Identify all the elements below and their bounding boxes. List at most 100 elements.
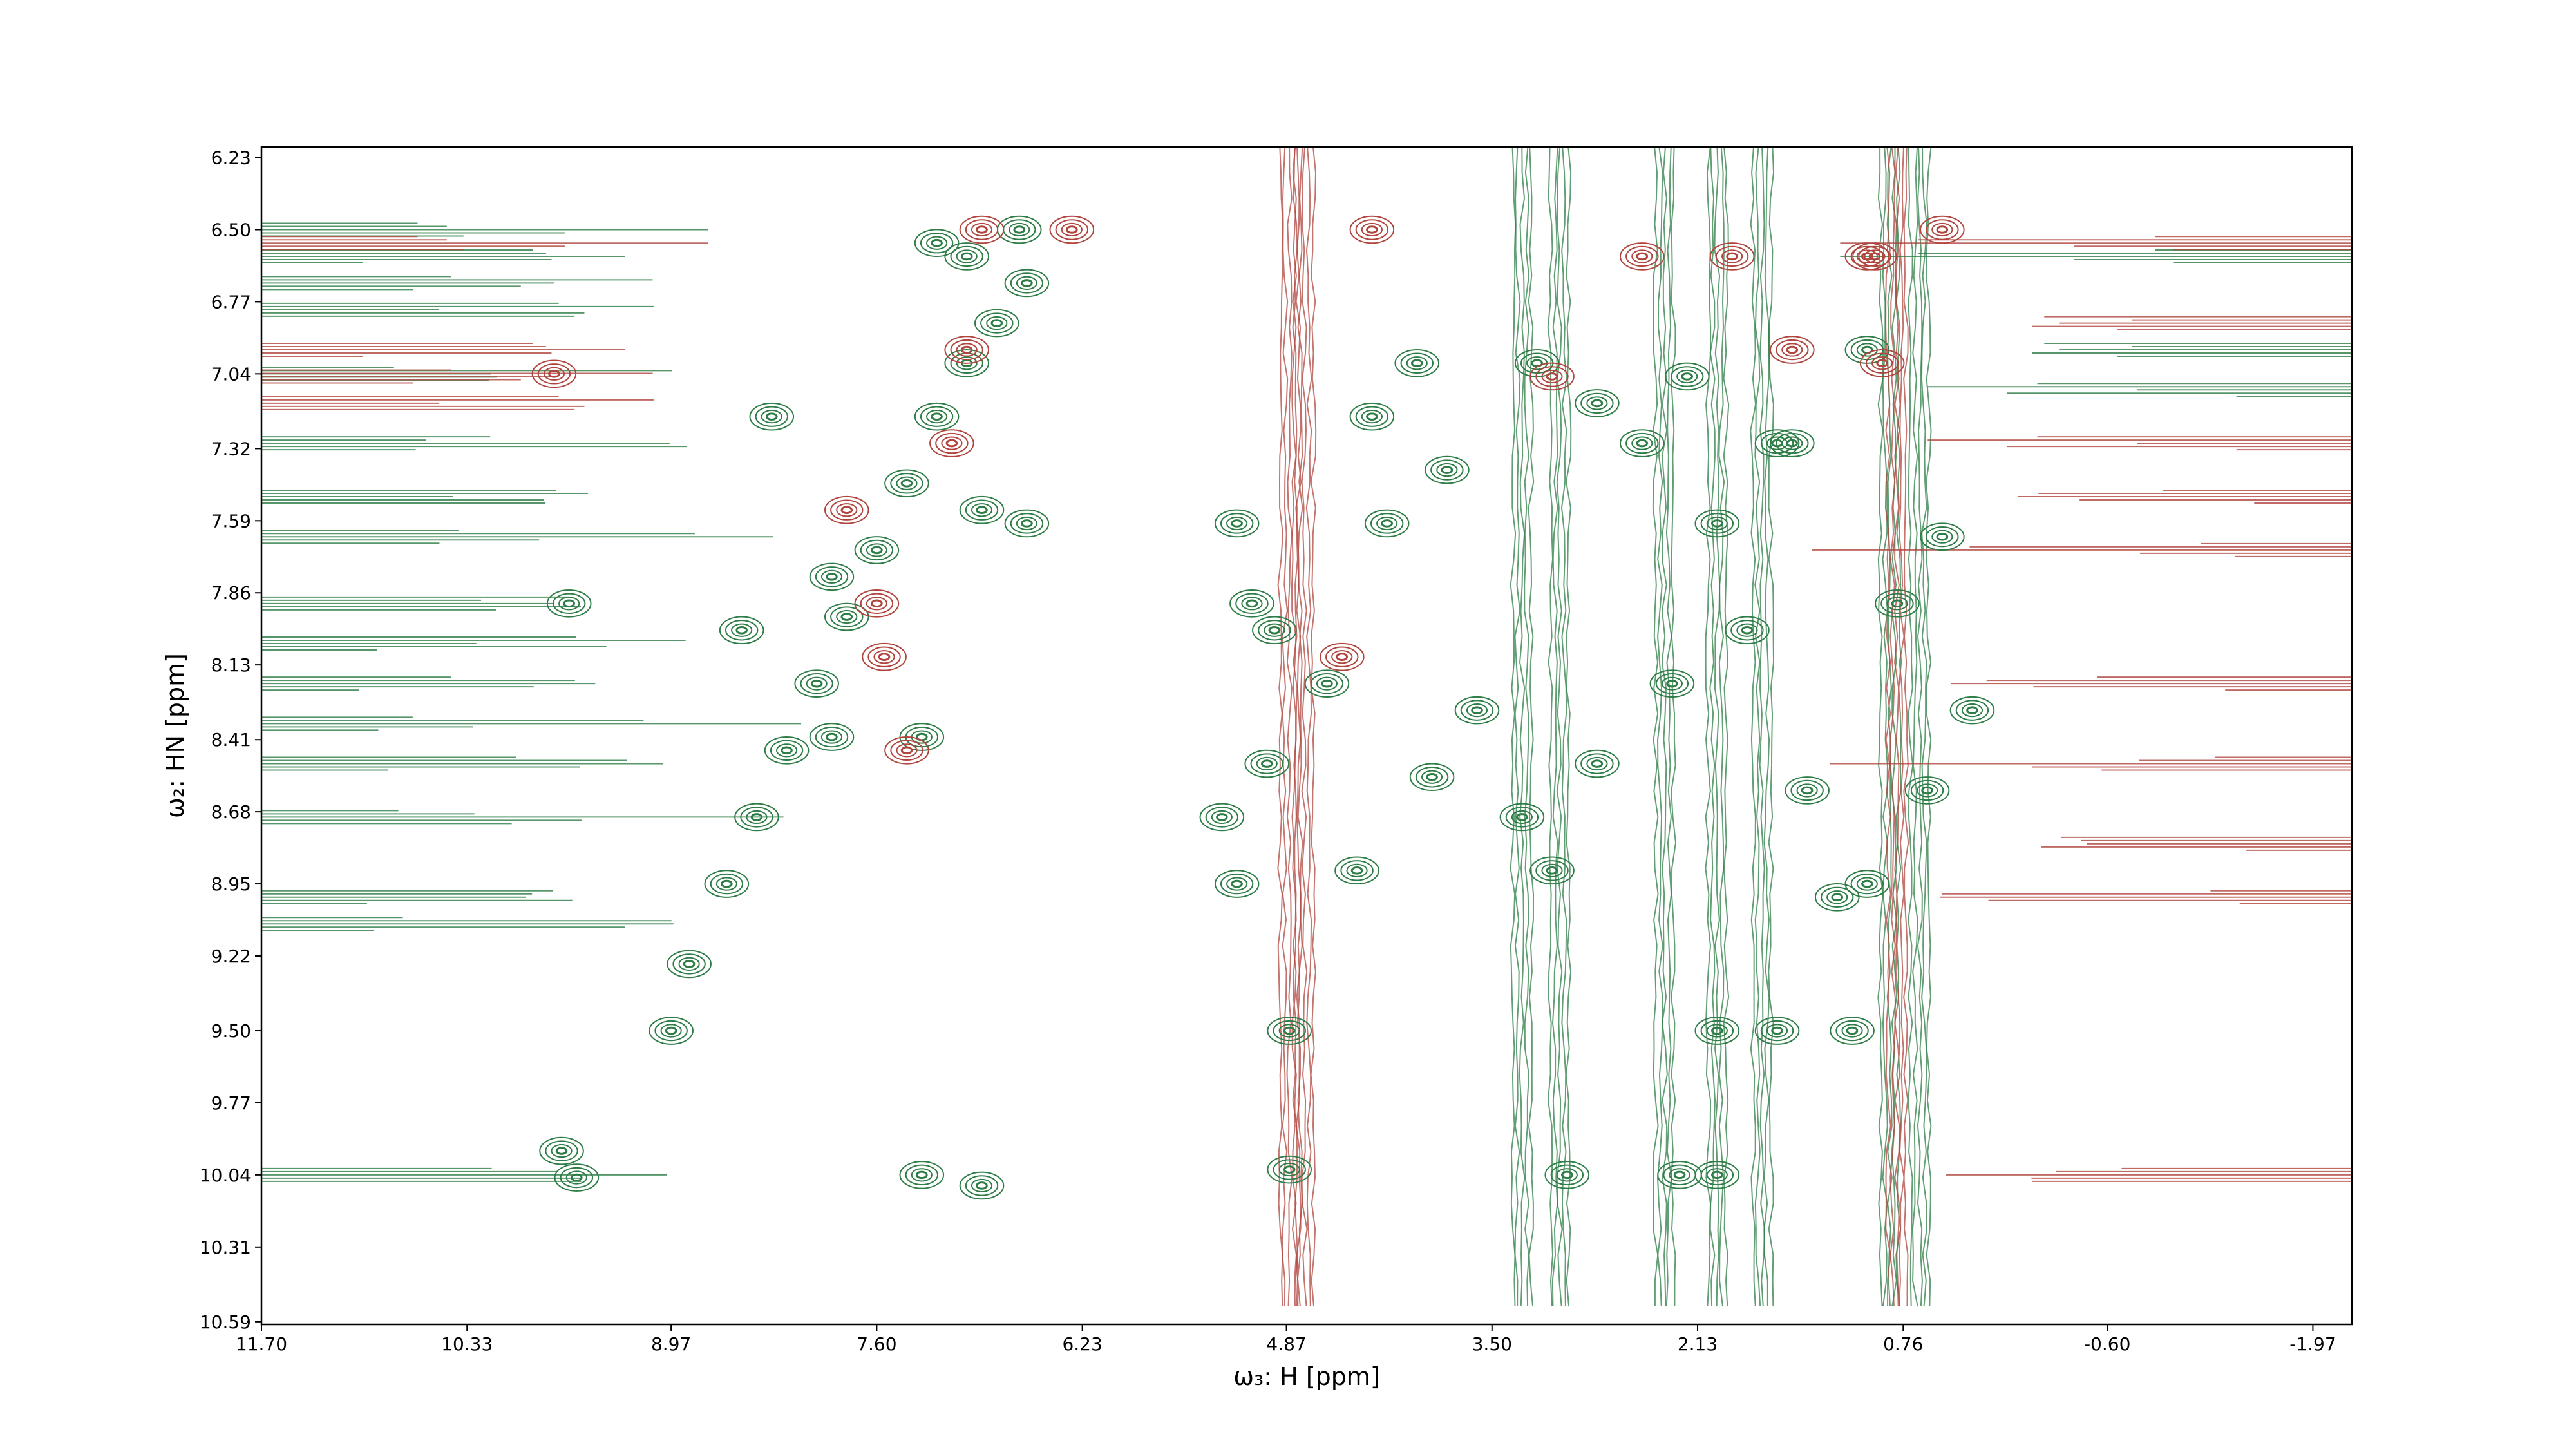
vertical-ridge xyxy=(1301,147,1308,1307)
peak-contour xyxy=(820,569,843,584)
peak-contour xyxy=(794,669,839,698)
peak-contour xyxy=(1258,620,1291,641)
peak-contour xyxy=(1556,1168,1578,1182)
peak-contour xyxy=(941,436,963,450)
peak-contour xyxy=(1321,679,1333,688)
peak-contour xyxy=(735,626,748,635)
vertical-ridge xyxy=(1908,147,1914,1307)
peak-contour xyxy=(1620,242,1665,271)
peak-contour xyxy=(1021,519,1033,528)
peak-contour xyxy=(1771,439,1783,448)
peak-contour xyxy=(1700,513,1734,534)
peak-contour xyxy=(1400,352,1434,374)
peak-contour xyxy=(1535,366,1569,387)
vertical-ridge xyxy=(1920,147,1927,1307)
peak-contour xyxy=(1361,410,1383,424)
peak-contour xyxy=(1580,753,1614,774)
peak-contour xyxy=(1865,352,1899,374)
peak-contour xyxy=(900,479,913,488)
peak-contour xyxy=(765,412,778,421)
peak-contour xyxy=(965,499,999,521)
peak-contour xyxy=(1241,597,1263,611)
y-tick-label: 7.59 xyxy=(211,510,251,531)
vertical-ridge xyxy=(1652,147,1659,1306)
peak-contour xyxy=(867,646,901,667)
peak-contour xyxy=(1821,886,1854,908)
peak-contour xyxy=(721,879,733,888)
peak-contour xyxy=(565,1170,587,1185)
peak-contour xyxy=(1921,786,1933,795)
vertical-ridge xyxy=(1519,147,1526,1307)
peak-contour xyxy=(1541,369,1563,384)
peak-contour xyxy=(710,873,744,895)
y-tick-label: 10.31 xyxy=(200,1237,251,1258)
peak-contour xyxy=(654,1020,688,1042)
peak-contour xyxy=(926,236,948,250)
peak-contour xyxy=(1770,336,1815,364)
peak-contour xyxy=(971,1178,993,1193)
peak-contour xyxy=(1049,215,1095,244)
peak-contour xyxy=(956,343,978,357)
peak-contour xyxy=(931,412,943,421)
vertical-ridge xyxy=(1886,147,1893,1307)
peak-contour xyxy=(945,439,958,448)
peak-contour xyxy=(1546,372,1558,381)
peak-contour xyxy=(555,1147,568,1155)
peak-contour xyxy=(1850,873,1884,895)
peak-contour xyxy=(1910,779,1944,801)
peak-contour xyxy=(976,506,988,515)
peak-contour xyxy=(944,349,990,377)
vertical-ridge xyxy=(1709,147,1716,1307)
peak-contour xyxy=(1856,249,1878,263)
vertical-ridge xyxy=(1723,147,1730,1307)
peak-contour xyxy=(1625,245,1659,267)
peak-contour xyxy=(1790,779,1824,801)
peak-contour xyxy=(854,536,900,564)
vertical-ridge xyxy=(1670,147,1677,1306)
vertical-ridge xyxy=(1524,147,1530,1307)
peak-contour xyxy=(1636,252,1649,261)
peak-contour xyxy=(1706,516,1728,531)
peak-contour xyxy=(1004,509,1050,538)
peak-contour xyxy=(678,957,700,971)
x-tick-label: -1.97 xyxy=(2289,1333,2336,1355)
peak-contour xyxy=(950,339,983,361)
peak-contour xyxy=(1858,245,1891,267)
peak-contour xyxy=(1009,222,1030,237)
peak-contour xyxy=(1066,225,1078,234)
peak-contour xyxy=(667,950,712,979)
peak-contour xyxy=(1966,706,1978,714)
peak-contour xyxy=(1875,589,1920,618)
vertical-ridge xyxy=(1925,147,1932,1307)
peak-contour xyxy=(1649,669,1695,698)
peak-contour xyxy=(929,429,974,457)
y-tick-label: 9.22 xyxy=(211,946,251,967)
vertical-ridge xyxy=(1547,147,1554,1307)
peak-contour xyxy=(1441,466,1454,474)
vertical-ridge xyxy=(1705,147,1712,1307)
peak-contour xyxy=(1871,356,1893,370)
vertical-ridge xyxy=(1656,147,1663,1307)
peak-contour xyxy=(1776,432,1809,454)
peak-contour xyxy=(746,810,768,825)
peak-contour xyxy=(546,589,592,618)
peak-contour xyxy=(815,726,849,748)
peak-contour xyxy=(539,1136,584,1165)
peak-contour xyxy=(905,1164,938,1186)
peak-contour xyxy=(976,1181,988,1190)
vertical-ridge xyxy=(1661,147,1668,1307)
peak-contour xyxy=(1231,879,1243,888)
peak-contour xyxy=(815,566,849,587)
peak-contour xyxy=(740,807,773,828)
peak-contour xyxy=(1267,1155,1312,1184)
peak-contour xyxy=(1620,429,1665,457)
peak-contour xyxy=(1454,696,1500,725)
peak-contour xyxy=(1631,436,1653,450)
vertical-ridge xyxy=(1884,147,1891,1306)
peak-contour xyxy=(1283,1165,1296,1174)
vertical-ridge xyxy=(1763,147,1770,1307)
y-axis-label: ω₂: HN [ppm] xyxy=(161,653,189,818)
peak-contour xyxy=(1673,1170,1686,1180)
peak-contour xyxy=(976,225,988,234)
